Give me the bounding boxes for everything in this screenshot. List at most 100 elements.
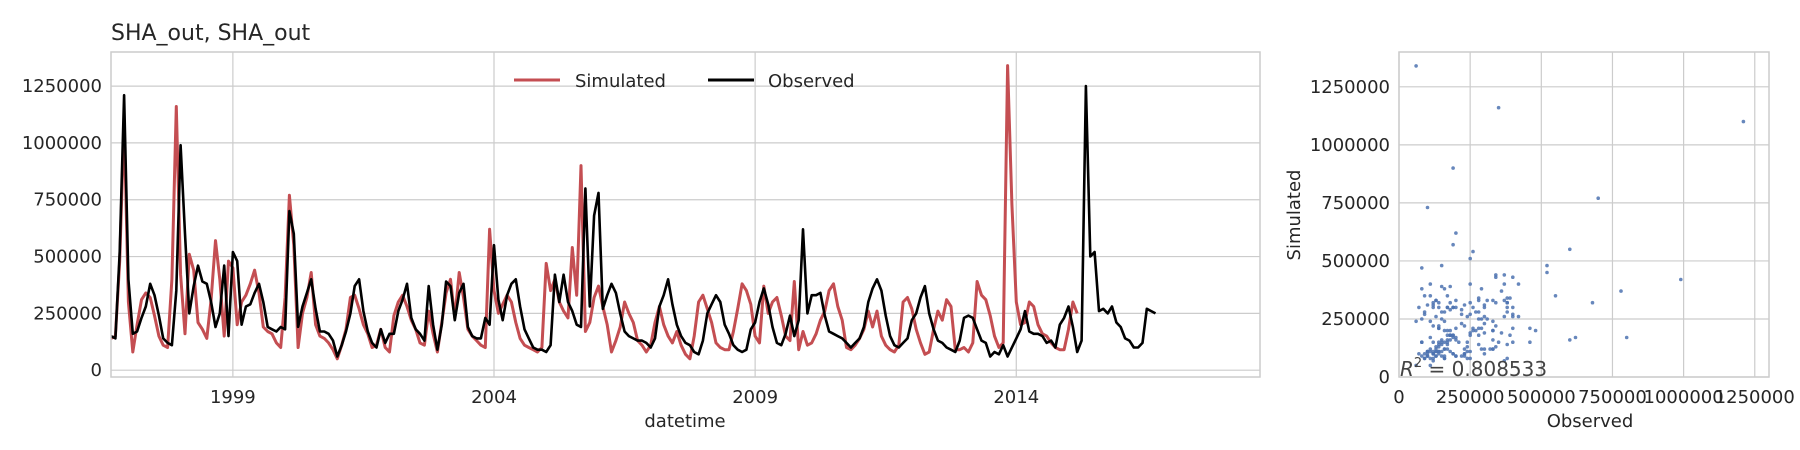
scatter-x-tick-label: 1000000 <box>1644 387 1724 408</box>
scatter-point <box>1465 356 1470 361</box>
scatter-point <box>1465 340 1470 345</box>
timeseries-x-tick-label: 1999 <box>210 387 256 408</box>
scatter-point <box>1568 338 1572 342</box>
scatter-x-tick-label: 500000 <box>1507 387 1576 408</box>
scatter-point <box>1414 363 1418 368</box>
scatter-point <box>1425 205 1430 210</box>
scatter-point <box>1454 354 1458 358</box>
r-squared-value: = 0.808533 <box>1422 357 1547 381</box>
scatter-point <box>1459 354 1464 358</box>
scatter-point <box>1445 338 1450 342</box>
scatter-point <box>1445 294 1450 298</box>
scatter-point <box>1528 326 1532 331</box>
scatter-point <box>1425 352 1430 356</box>
scatter-point <box>1491 298 1495 303</box>
timeseries-y-tick-label: 250000 <box>33 303 102 324</box>
scatter-point <box>1502 314 1507 319</box>
scatter-point <box>1508 333 1512 338</box>
scatter-y-axis-label: Simulated <box>1284 170 1305 261</box>
scatter-point <box>1422 310 1427 314</box>
scatter-point <box>1442 310 1447 314</box>
scatter-point <box>1516 282 1521 286</box>
timeseries-x-ticks: 1999 2004 2009 2014 <box>210 387 1039 408</box>
scatter-y-tick-label: 500000 <box>1321 251 1390 272</box>
scatter-point <box>1468 282 1472 286</box>
scatter-point <box>1485 317 1489 321</box>
scatter-frame <box>1398 51 1770 378</box>
scatter-point <box>1619 289 1623 293</box>
scatter-point <box>1511 314 1515 319</box>
scatter-point <box>1468 333 1472 338</box>
scatter-point <box>1414 64 1418 68</box>
scatter-point <box>1420 340 1424 345</box>
scatter-point <box>1494 345 1498 349</box>
scatter-point <box>1468 300 1472 305</box>
scatter-x-tick-label: 0 <box>1393 387 1404 408</box>
scatter-point <box>1428 356 1433 361</box>
scatter-y-tick-label: 1250000 <box>1310 77 1390 98</box>
legend-label-observed: Observed <box>768 71 855 92</box>
scatter-point <box>1468 349 1472 354</box>
scatter-point <box>1545 270 1549 275</box>
timeseries-x-tick-label: 2014 <box>993 387 1039 408</box>
scatter-point <box>1428 335 1433 340</box>
scatter-point <box>1437 305 1441 310</box>
scatter-point <box>1428 294 1433 298</box>
series-line-simulated <box>110 64 1079 361</box>
scatter-point <box>1431 324 1435 328</box>
scatter-point <box>1439 338 1444 342</box>
scatter-point <box>1474 310 1478 314</box>
timeseries-y-tick-label: 0 <box>91 360 102 381</box>
scatter-point <box>1502 359 1507 363</box>
r-squared-annotation: R2 = 0.808533 <box>1400 356 1547 381</box>
scatter-grid <box>1398 52 1769 378</box>
scatter-point <box>1482 331 1487 335</box>
scatter-point <box>1482 321 1487 326</box>
scatter-point <box>1420 266 1424 270</box>
scatter-point <box>1496 340 1501 345</box>
scatter-point <box>1741 119 1746 124</box>
scatter-point <box>1439 354 1444 358</box>
scatter-point <box>1511 305 1515 310</box>
scatter-point <box>1491 338 1495 342</box>
scatter-point <box>1445 328 1450 333</box>
scatter-point <box>1425 303 1430 307</box>
scatter-point <box>1428 347 1433 351</box>
scatter-point <box>1491 328 1495 333</box>
scatter-y-tick-label: 1000000 <box>1310 135 1390 156</box>
scatter-point <box>1431 359 1435 363</box>
scatter-point <box>1482 314 1487 319</box>
scatter-point <box>1462 354 1467 358</box>
scatter-point <box>1434 347 1438 351</box>
scatter-point <box>1476 333 1481 338</box>
scatter-point <box>1445 347 1450 351</box>
scatter-point <box>1499 289 1504 293</box>
timeseries-y-tick-label: 750000 <box>33 190 102 211</box>
scatter-point <box>1568 247 1572 252</box>
scatter-y-ticks: 0 250000 500000 750000 1000000 1250000 <box>1310 77 1390 388</box>
scatter-point <box>1505 296 1509 300</box>
timeseries-panel: SHA_out, SHA_out 0 250000 500000 750000 1000… <box>22 21 1261 432</box>
scatter-point <box>1479 326 1484 331</box>
scatter-point <box>1457 340 1461 345</box>
scatter-point <box>1511 326 1515 331</box>
scatter-point <box>1505 342 1509 347</box>
scatter-point <box>1499 331 1504 335</box>
scatter-point <box>1476 298 1481 303</box>
scatter-point <box>1448 333 1452 338</box>
scatter-y-tick-label: 750000 <box>1321 193 1390 214</box>
scatter-point <box>1508 296 1512 300</box>
scatter-point <box>1428 363 1433 368</box>
scatter-point <box>1454 305 1458 310</box>
scatter-point <box>1459 321 1464 326</box>
timeseries-frame <box>110 51 1261 378</box>
scatter-point <box>1437 300 1441 305</box>
scatter-point <box>1505 356 1509 361</box>
r-squared-symbol: R <box>1400 357 1414 381</box>
scatter-point <box>1471 305 1475 310</box>
scatter-point <box>1502 282 1507 286</box>
scatter-point <box>1431 340 1435 345</box>
scatter-point <box>1451 333 1455 338</box>
scatter-point <box>1420 354 1424 358</box>
scatter-point <box>1491 319 1495 324</box>
